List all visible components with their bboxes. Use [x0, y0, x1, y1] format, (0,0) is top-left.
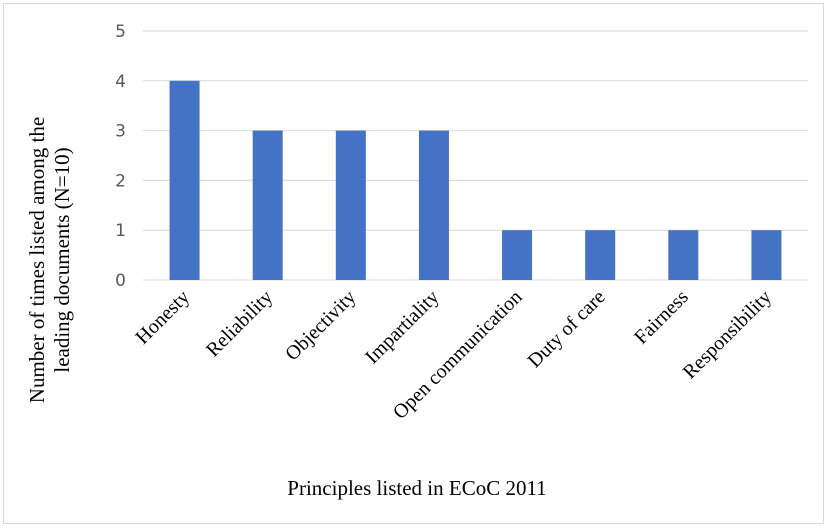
- bar-objectivity: [335, 130, 366, 280]
- y-tick-label: 3: [115, 122, 126, 142]
- x-category-label: Impartiality: [361, 286, 443, 368]
- y-tick-label: 5: [115, 22, 126, 42]
- y-tick-label: 2: [115, 171, 126, 191]
- y-axis-title-line-1: Number of times listed among the: [25, 117, 49, 403]
- y-tick-label: 0: [115, 271, 126, 291]
- bar-duty-of-care: [585, 230, 616, 280]
- x-category-labels: Honesty Reliability Objectivity Impartialit…: [131, 286, 776, 424]
- y-tick-label: 1: [115, 221, 126, 241]
- x-category-label: Honesty: [131, 286, 194, 349]
- gridlines: [143, 30, 808, 281]
- y-axis-title-line-2: leading documents (N=10): [50, 147, 74, 372]
- bar-honesty: [169, 80, 200, 280]
- bar-reliability: [252, 130, 283, 280]
- bars: [169, 80, 782, 280]
- x-category-label: Fairness: [630, 286, 693, 349]
- x-category-label: Duty of care: [523, 286, 609, 372]
- x-category-label: Objectivity: [281, 286, 360, 365]
- bar-fairness: [668, 230, 699, 280]
- x-category-label: Responsibility: [679, 286, 776, 383]
- y-tick-label: 4: [115, 72, 126, 92]
- x-category-label: Reliability: [202, 286, 277, 361]
- bar-open-communication: [502, 230, 533, 280]
- y-tick-labels: 0 1 2 3 4 5: [115, 22, 126, 291]
- bar-impartiality: [418, 130, 449, 280]
- bar-responsibility: [751, 230, 782, 280]
- x-axis-title: Principles listed in ECoC 2011: [287, 476, 546, 500]
